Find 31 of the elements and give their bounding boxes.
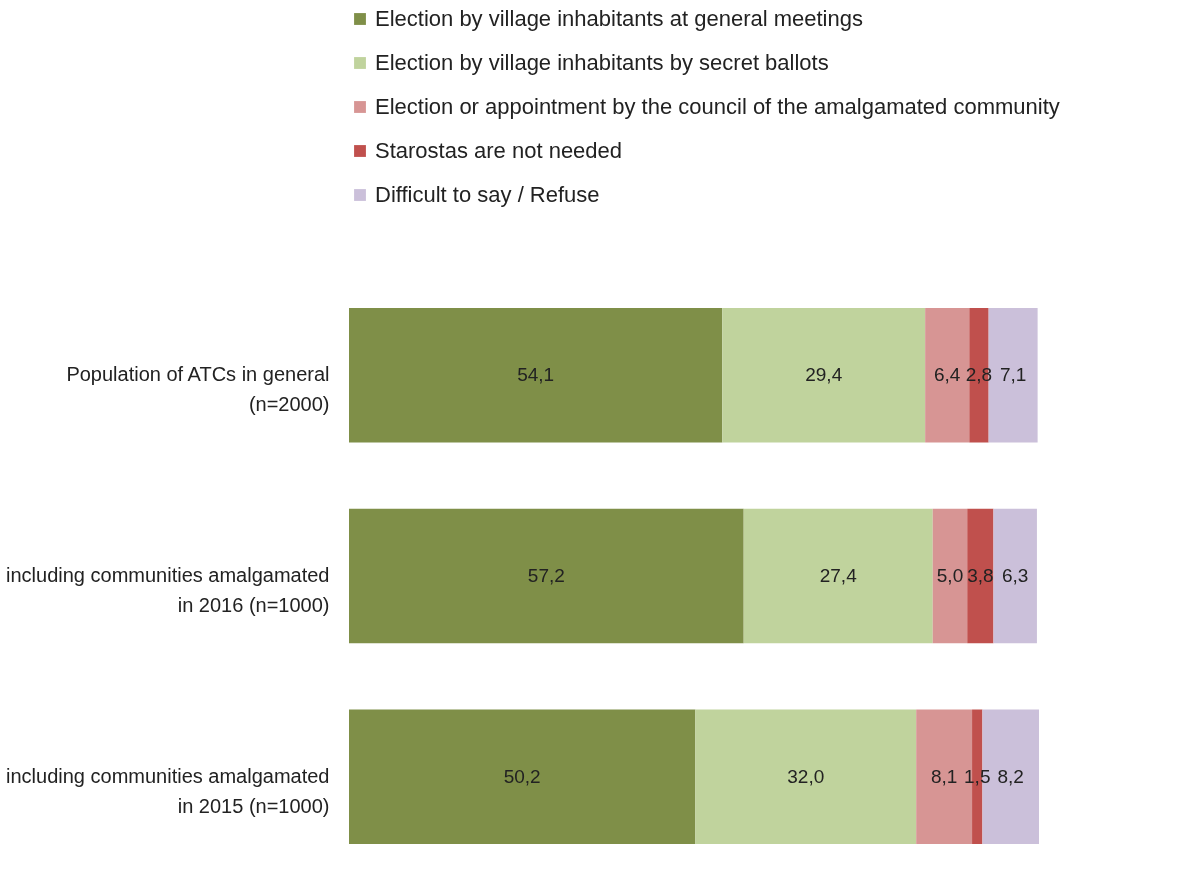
data-label: 32,0 [787, 765, 825, 787]
bar [967, 508, 994, 644]
data-label: 50,2 [503, 765, 541, 787]
data-label: 7,1 [999, 364, 1027, 386]
y-tick-label: including communities amalgamated in 2015 (n=1000) [6, 764, 330, 817]
data-label: 3,8 [967, 565, 994, 586]
bar [722, 308, 926, 443]
bar [743, 508, 933, 644]
data-label: 5,0 [936, 565, 964, 586]
data-label: 8,1 [930, 765, 958, 787]
data-label: 8,2 [997, 765, 1024, 787]
data-label: 1,5 [964, 765, 991, 787]
legend-label: Election or appointment by the council of the amalgamated community [375, 94, 1060, 119]
legend-label: Election by village inhabitants at general meetings [375, 6, 863, 31]
legend-label: Election by village inhabitants by secret ballots [375, 50, 829, 75]
data-label: 54,1 [517, 364, 555, 386]
y-tick-label: Population of ATCs in general (n=2000) [66, 363, 330, 416]
bar [349, 508, 744, 644]
data-label: 6,4 [934, 364, 961, 386]
data-label: 27,4 [819, 565, 858, 586]
bar [349, 709, 696, 844]
y-tick-label: including communities amalgamated in 2016 (n=1000) [6, 564, 330, 616]
data-label: 6,3 [1001, 565, 1029, 586]
legend-label: Difficult to say / Refuse [375, 182, 600, 207]
data-label: 57,2 [527, 565, 565, 586]
bar [932, 508, 968, 644]
data-label: 29,4 [805, 364, 843, 386]
legend-label: Starostas are not needed [375, 138, 623, 163]
bar [695, 709, 917, 844]
bar [993, 508, 1037, 644]
bar [349, 308, 723, 443]
